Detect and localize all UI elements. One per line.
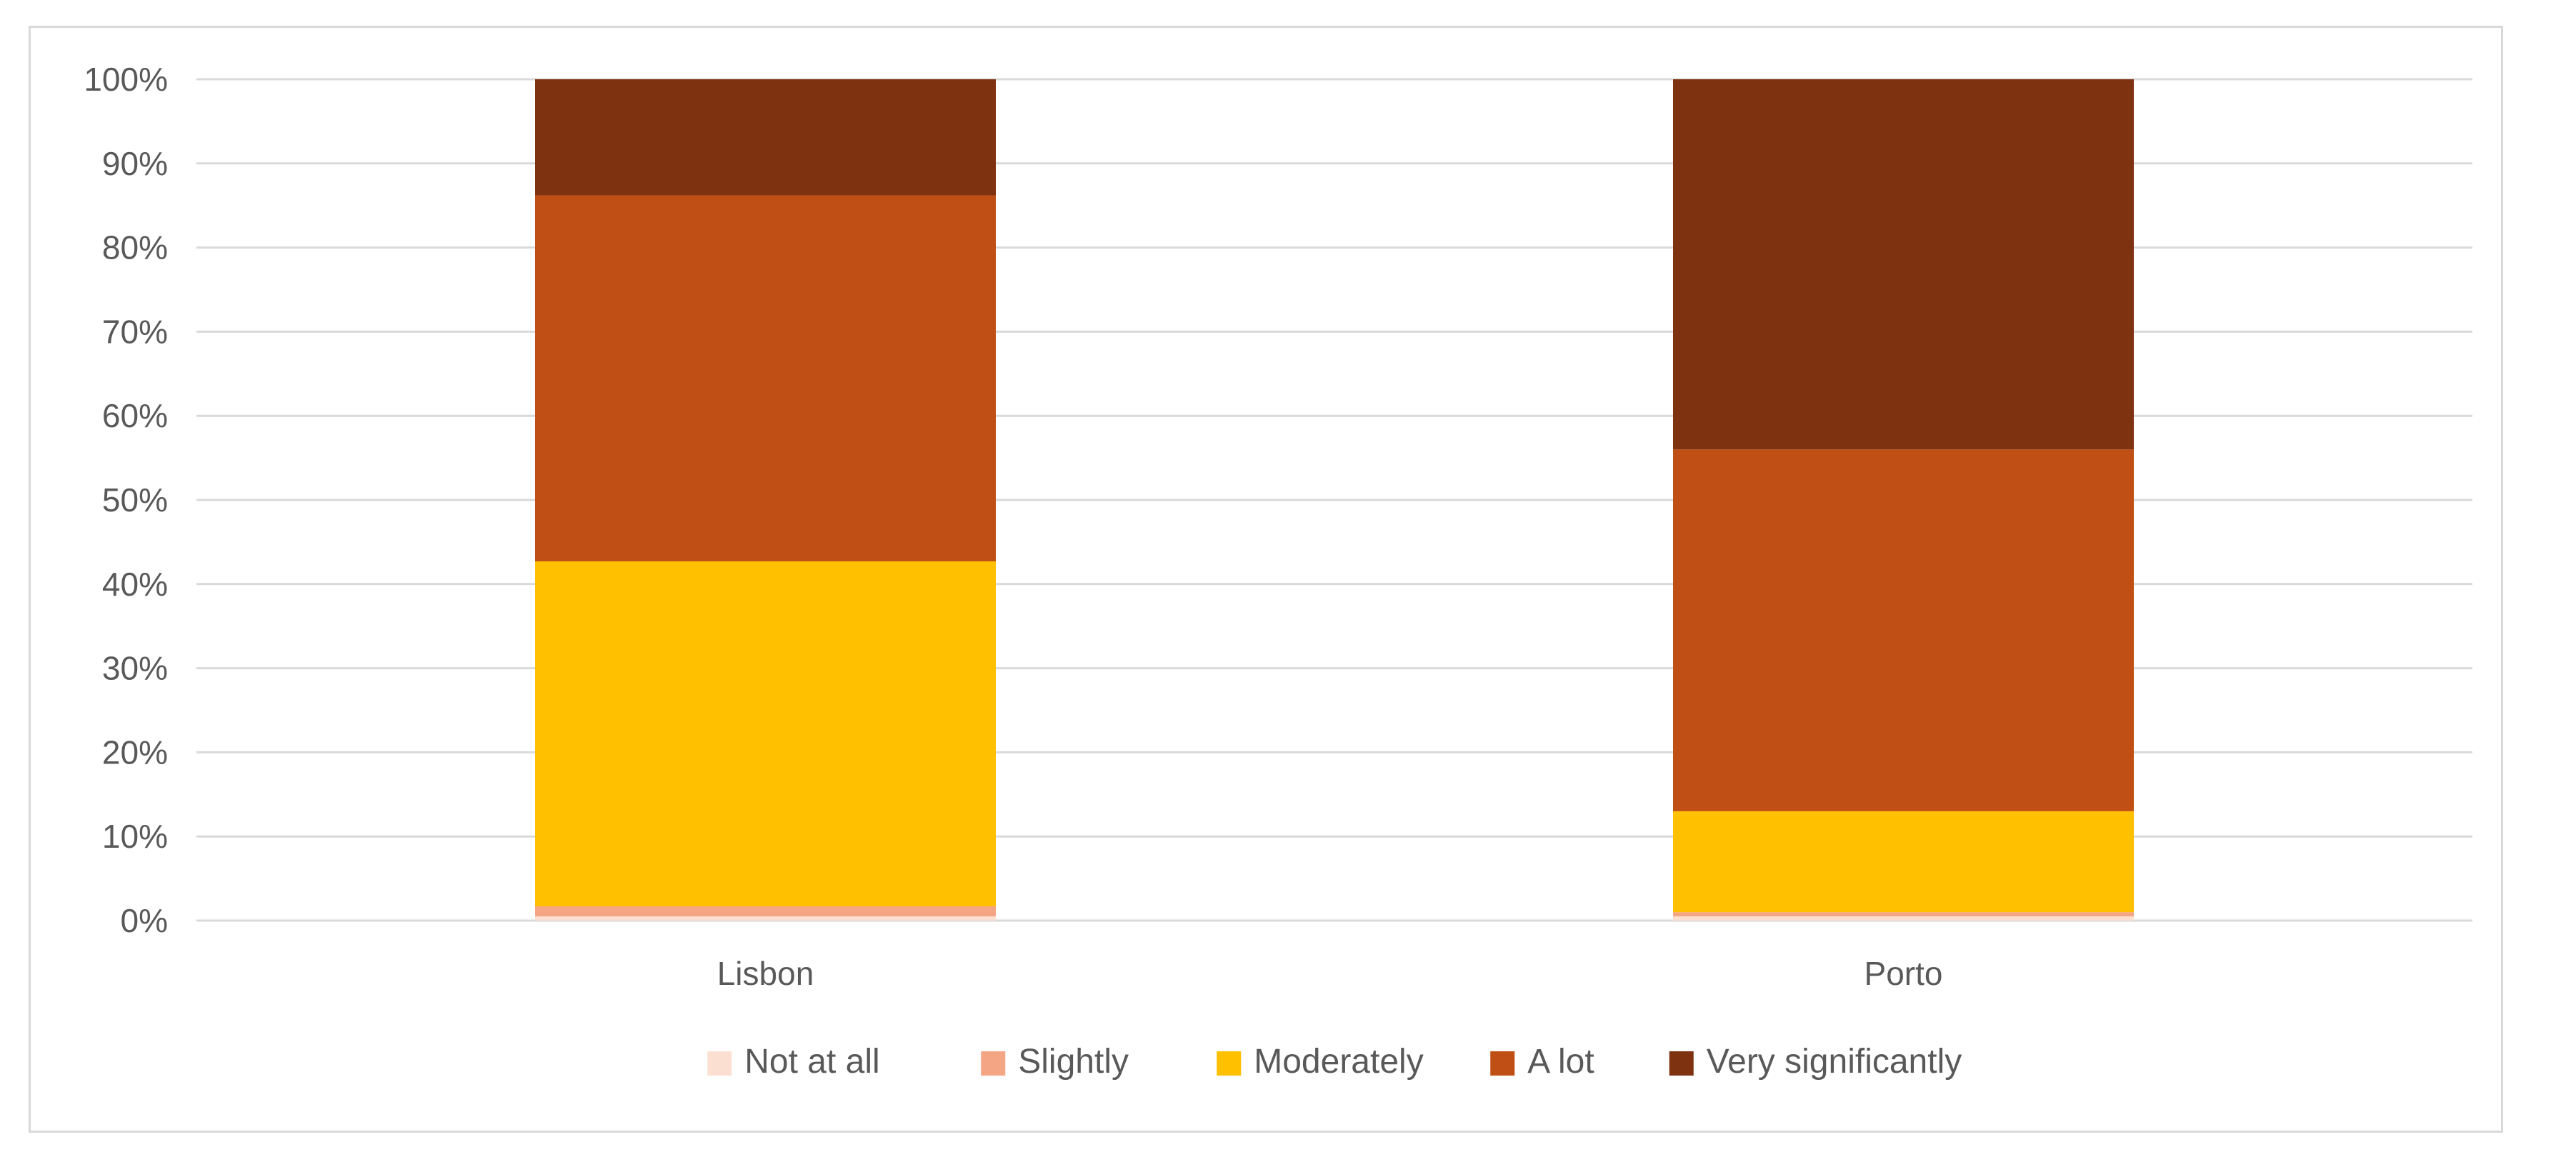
y-tick-label: 20% xyxy=(102,733,168,771)
y-tick-label: 0% xyxy=(121,902,168,939)
y-tick-label: 50% xyxy=(102,481,168,519)
bar-segment-lisbon-slightly xyxy=(535,906,996,917)
x-category-label: Lisbon xyxy=(717,955,814,992)
y-tick-label: 60% xyxy=(102,397,168,434)
legend-swatch-not-at-all xyxy=(707,1051,732,1076)
y-tick-label: 100% xyxy=(84,61,168,98)
bar-segment-porto-not-at-all xyxy=(1673,916,2134,921)
bar-segment-porto-a-lot xyxy=(1673,449,2134,811)
legend-swatch-slightly xyxy=(981,1051,1006,1076)
y-tick-label: 30% xyxy=(102,650,168,687)
legend-swatch-moderately xyxy=(1217,1051,1242,1076)
x-axis-category-labels: Lisbon Porto xyxy=(717,955,1943,992)
legend-label: Very significantly xyxy=(1707,1043,1962,1081)
stacked-bar-chart: 0% 10% 20% 30% 40% 50% 60% 70% 80% 90% 100% Lisbon… xyxy=(84,61,2472,1081)
legend-label: A lot xyxy=(1527,1043,1594,1081)
bar-segment-porto-very-significantly xyxy=(1673,79,2134,450)
bar-segment-lisbon-moderately xyxy=(535,561,996,906)
legend-label: Slightly xyxy=(1018,1043,1129,1081)
y-axis-ticks: 0% 10% 20% 30% 40% 50% 60% 70% 80% 90% 100% xyxy=(84,61,168,939)
x-category-label: Porto xyxy=(1864,955,1943,992)
y-tick-label: 80% xyxy=(102,229,168,266)
bar-segment-lisbon-very-significantly xyxy=(535,79,996,196)
bar-segment-lisbon-not-at-all xyxy=(535,916,996,921)
legend-label: Moderately xyxy=(1254,1043,1423,1081)
legend-swatch-a-lot xyxy=(1490,1051,1515,1076)
chart-frame: 0% 10% 20% 30% 40% 50% 60% 70% 80% 90% 100% Lisbon… xyxy=(29,26,2503,1133)
y-tick-label: 40% xyxy=(102,566,168,603)
bar-segment-porto-moderately xyxy=(1673,811,2134,913)
bar-segment-lisbon-a-lot xyxy=(535,195,996,561)
legend-swatch-very-significantly xyxy=(1669,1051,1694,1076)
y-tick-label: 70% xyxy=(102,313,168,350)
y-tick-label: 90% xyxy=(102,145,168,182)
bars xyxy=(535,79,2134,921)
legend: Not at all Slightly Moderately A lot Very si… xyxy=(707,1043,1962,1081)
legend-label: Not at all xyxy=(744,1043,879,1081)
bar-segment-porto-slightly xyxy=(1673,912,2134,917)
y-tick-label: 10% xyxy=(102,818,168,855)
